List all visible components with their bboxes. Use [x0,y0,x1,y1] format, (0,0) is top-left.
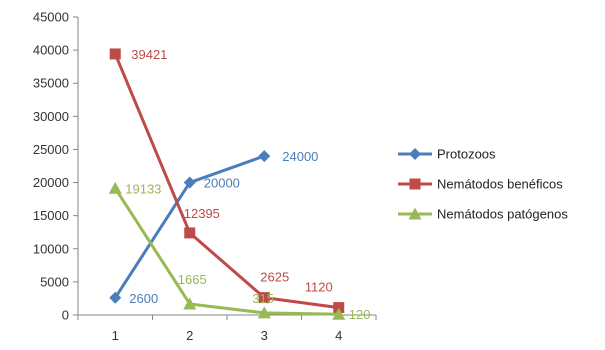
data-point-2-2 [257,306,271,319]
legend-marker-2 [408,207,422,220]
data-label-0-2: 24000 [282,149,318,164]
x-tick-labels: 1 2 3 4 [112,328,343,343]
y-tick-label: 35000 [33,76,69,91]
legend-entry-0: Protozoos [437,147,496,162]
x-tick-label: 3 [261,328,268,343]
y-tick-label: 45000 [33,10,69,25]
data-label-2-1: 1665 [178,272,207,287]
data-point-2-1 [183,297,197,310]
data-labels: 2600 20000 24000 39421 12395 2625 1120 19133 166… [125,47,370,322]
series-layer [108,48,346,320]
y-tick-label: 10000 [33,241,69,256]
y-tick-label: 25000 [33,142,69,157]
data-label-2-0: 19133 [125,181,161,196]
y-tick-label: 40000 [33,43,69,58]
data-point-0-0 [109,291,122,304]
series-line-1 [113,53,339,310]
data-label-0-0: 2600 [129,291,158,306]
x-tick-label: 4 [335,328,342,343]
data-label-2-3: 120 [349,307,371,322]
legend-marker-1 [409,178,421,190]
data-label-1-1: 12395 [184,206,220,221]
x-tick-label: 2 [186,328,193,343]
series-line-2 [113,187,339,316]
legend-marker-0 [409,148,421,160]
data-point-2-3 [332,307,346,320]
data-label-2-2: 315 [252,291,274,306]
legend-entry-1: Nemátodos benéficos [437,177,563,192]
data-point-2-0 [108,181,122,194]
data-point-0-2 [258,150,271,163]
y-tick-label: 30000 [33,109,69,124]
y-tick-labels: 0 5000 10000 15000 20000 25000 30000 35000 40000… [33,10,69,323]
legend: Protozoos Nemátodos benéficos Nemátodos pa… [398,147,568,222]
data-point-1-3 [333,302,345,314]
x-tick-label: 1 [112,328,119,343]
data-point-1-1 [184,227,196,239]
legend-entry-2: Nemátodos patógenos [437,207,568,222]
data-label-1-0: 39421 [131,47,167,62]
y-tick-label: 5000 [40,274,69,289]
data-point-1-0 [109,48,121,60]
data-label-1-2: 2625 [260,270,289,285]
data-label-1-3: 1120 [305,280,333,295]
data-label-0-1: 20000 [204,176,240,191]
data-point-0-1 [183,176,196,189]
y-tick-label: 15000 [33,208,69,223]
y-tick-label: 20000 [33,175,69,190]
y-tick-label: 0 [62,308,69,323]
data-point-1-2 [258,292,270,304]
